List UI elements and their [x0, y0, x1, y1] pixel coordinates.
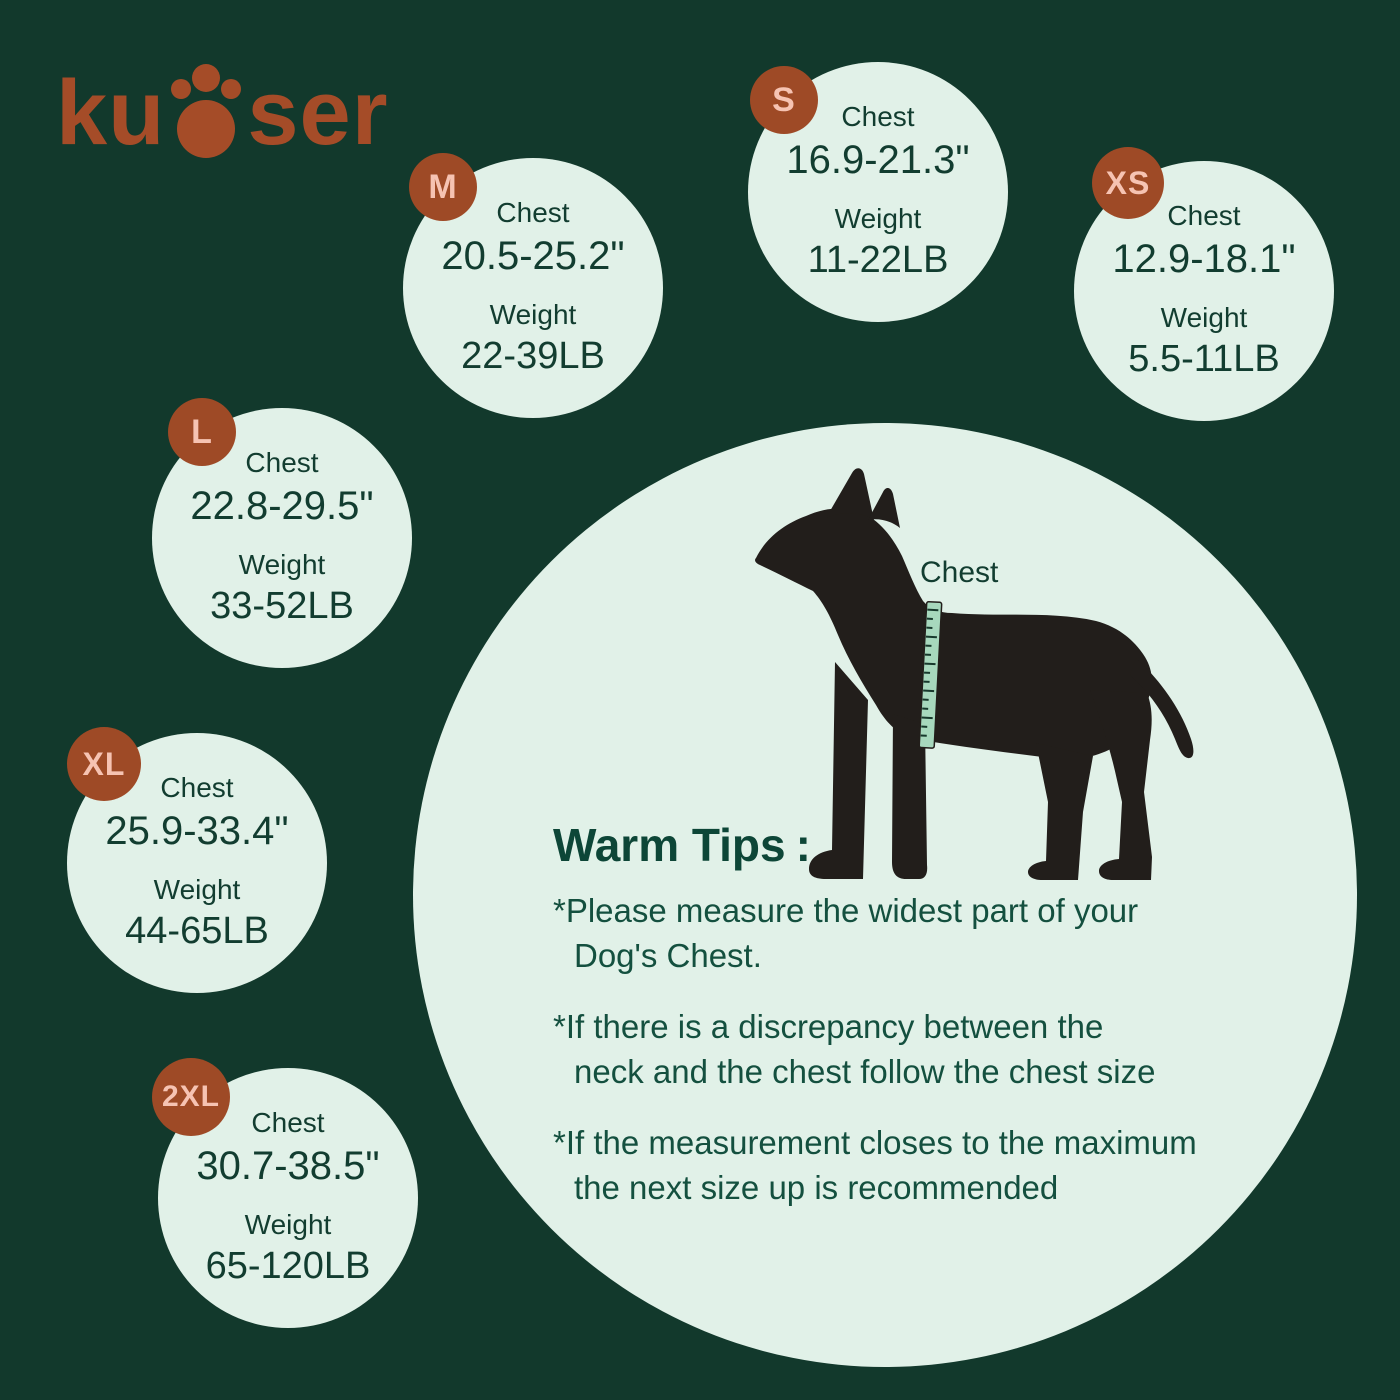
dog-silhouette — [755, 468, 1194, 880]
size-circle-2xl: 2XL Chest 30.7-38.5" Weight 65-120LB — [152, 1058, 418, 1328]
dog-front-leg-far — [892, 714, 928, 879]
dog-ear-front — [826, 468, 874, 520]
weight-label: Weight — [489, 299, 577, 331]
tip-measure-widest: *Please measure the widest part of your … — [553, 888, 1263, 978]
weight-value: 22-39LB — [461, 335, 605, 378]
chest-value: 12.9-18.1" — [1112, 237, 1296, 282]
warm-tips-title-text: Warm Tips — [553, 819, 786, 871]
weight-value: 65-120LB — [205, 1245, 371, 1288]
chest-label: Chest — [841, 100, 915, 132]
tip-line: *If there is a discrepancy between the — [553, 1008, 1104, 1045]
weight-label: Weight — [244, 1209, 332, 1241]
measuring-tape-icon — [918, 600, 943, 749]
dog-hind-leg-far — [1028, 743, 1093, 880]
tip-discrepancy: *If there is a discrepancy between the n… — [553, 1004, 1263, 1094]
chest-label: Chest — [496, 196, 570, 228]
paw-icon — [171, 64, 242, 158]
tip-line: *If the measurement closes to the maximu… — [553, 1124, 1197, 1161]
chest-value: 16.9-21.3" — [786, 138, 970, 183]
tip-size-up: *If the measurement closes to the maximu… — [553, 1120, 1263, 1210]
tip-line: *Please measure the widest part of your — [553, 892, 1139, 929]
dog-hind-leg — [1090, 690, 1152, 880]
chest-value: 22.8-29.5" — [190, 484, 374, 529]
weight-label: Weight — [1160, 302, 1248, 334]
brand-logo: ku ser — [56, 56, 389, 170]
size-badge-xl: XL — [67, 727, 141, 801]
warm-tips-section: Warm Tips: *Please measure the widest pa… — [553, 818, 1263, 1236]
tip-line: Dog's Chest. — [574, 937, 762, 974]
size-circle-xl: XL Chest 25.9-33.4" Weight 44-65LB — [67, 727, 327, 993]
tip-line: the next size up is recommended — [574, 1169, 1059, 1206]
chest-label: Chest — [1167, 199, 1241, 231]
weight-value: 5.5-11LB — [1128, 338, 1280, 381]
size-badge-m: M — [409, 153, 477, 221]
chest-label: Chest — [245, 446, 319, 478]
chest-value: 20.5-25.2" — [441, 234, 625, 279]
chest-label: Chest — [160, 771, 234, 803]
weight-value: 44-65LB — [125, 910, 269, 953]
logo-text-left: ku — [56, 62, 166, 164]
dog-body — [755, 508, 1152, 760]
dog-ear-back — [868, 488, 900, 528]
dog-front-leg — [809, 662, 868, 879]
size-badge-2xl: 2XL — [152, 1058, 230, 1136]
chest-value: 30.7-38.5" — [196, 1144, 380, 1189]
dog-tail — [1130, 658, 1194, 759]
size-circle-xs: XS Chest 12.9-18.1" Weight 5.5-11LB — [1074, 147, 1334, 421]
tip-line: neck and the chest follow the chest size — [574, 1053, 1156, 1090]
chest-pointer-label: Chest — [920, 556, 999, 589]
warm-tips-title: Warm Tips: — [553, 818, 1263, 872]
weight-value: 11-22LB — [807, 239, 949, 282]
chest-label: Chest — [251, 1106, 325, 1138]
size-circle-s: S Chest 16.9-21.3" Weight 11-22LB — [748, 62, 1008, 322]
chest-value: 25.9-33.4" — [105, 809, 289, 854]
weight-label: Weight — [238, 549, 326, 581]
weight-label: Weight — [834, 203, 922, 235]
weight-label: Weight — [153, 874, 241, 906]
size-circle-l: L Chest 22.8-29.5" Weight 33-52LB — [152, 398, 412, 668]
weight-value: 33-52LB — [210, 585, 354, 628]
warm-tips-colon: : — [795, 819, 811, 871]
size-badge-l: L — [168, 398, 236, 466]
size-circle-m: M Chest 20.5-25.2" Weight 22-39LB — [403, 153, 663, 418]
logo-text-right: ser — [247, 62, 389, 164]
size-badge-s: S — [750, 66, 818, 134]
size-badge-xs: XS — [1092, 147, 1164, 219]
